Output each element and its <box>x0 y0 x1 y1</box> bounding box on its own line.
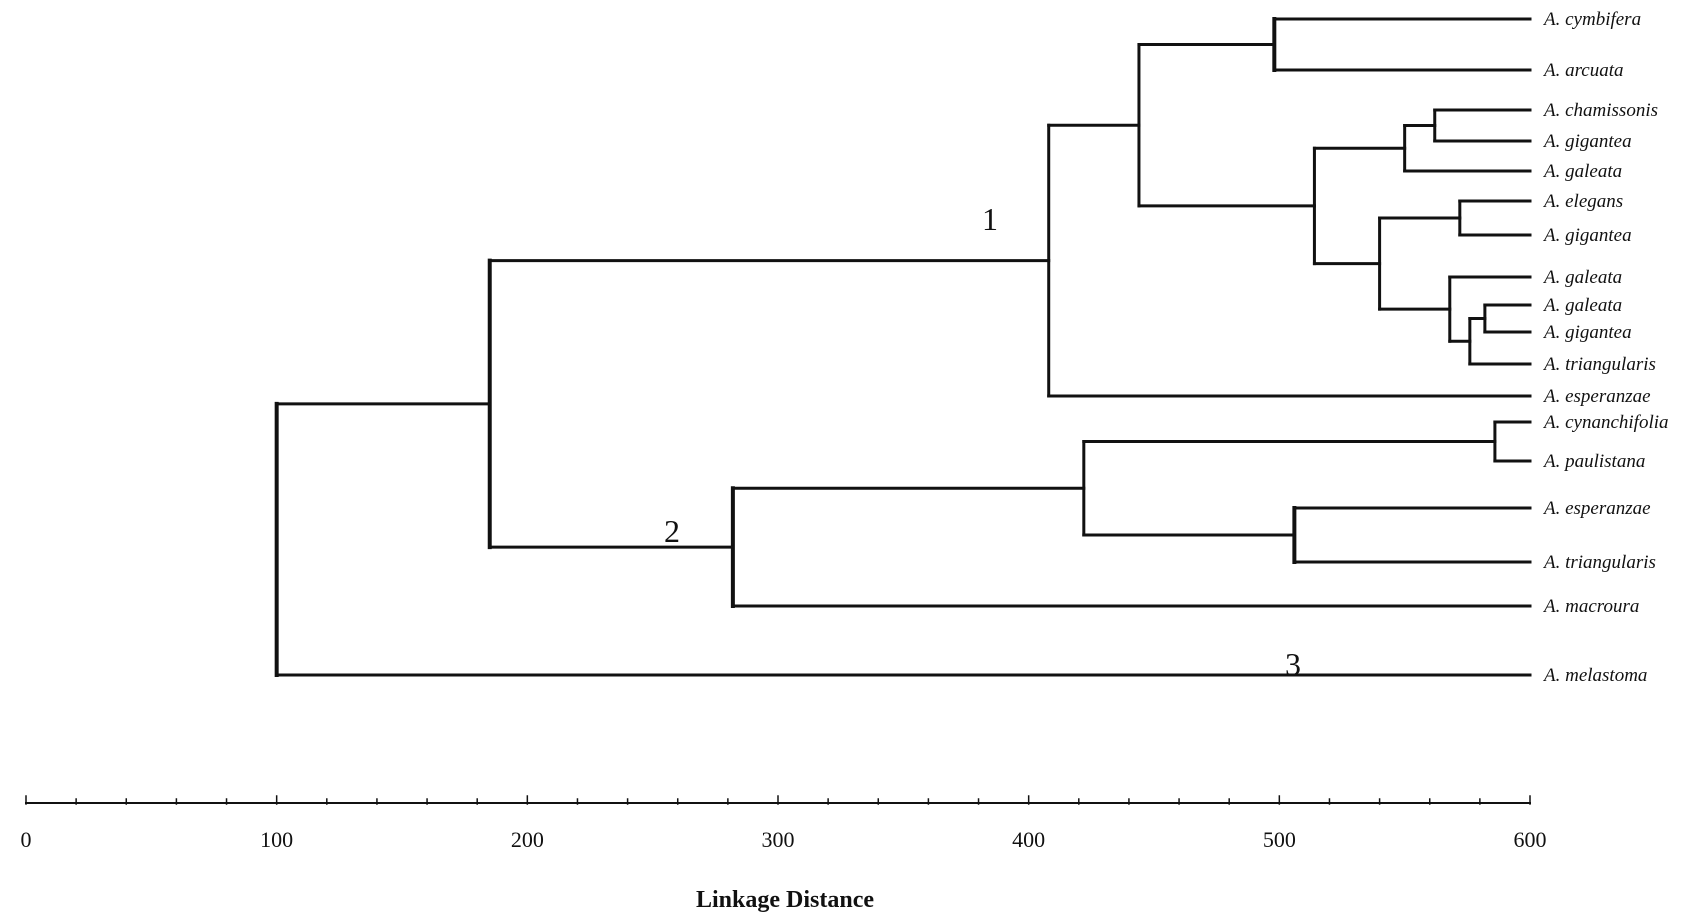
leaf-label: A. cynanchifolia <box>1542 412 1669 433</box>
leaf-label: A. galeata <box>1542 267 1622 288</box>
leaf-label: A. galeata <box>1542 295 1622 316</box>
leaf-label: A. galeata <box>1542 161 1622 182</box>
x-tick-label: 300 <box>762 827 795 852</box>
x-tick-label: 0 <box>21 827 32 852</box>
x-axis-ticks <box>25 795 1531 805</box>
cluster-label-1: 1 <box>982 201 998 237</box>
leaf-label: A. esperanzae <box>1542 498 1651 519</box>
x-tick-label: 600 <box>1514 827 1547 852</box>
leaf-label: A. esperanzae <box>1542 386 1651 407</box>
leaf-label: A. triangularis <box>1542 552 1656 573</box>
leaf-label: A. gigantea <box>1542 131 1632 152</box>
leaf-labels: A. cymbifera A. arcuata A. chamissonis A. g… <box>1542 9 1669 686</box>
cluster-labels: 1 2 3 <box>664 201 1301 682</box>
leaf-label: A. gigantea <box>1542 322 1632 343</box>
leaf-label: A. arcuata <box>1542 60 1624 81</box>
x-axis-tick-labels: 0 100 200 300 400 500 600 <box>21 827 1547 852</box>
leaf-label: A. triangularis <box>1542 354 1656 375</box>
leaf-label: A. gigantea <box>1542 225 1632 246</box>
cluster-label-2: 2 <box>664 513 680 549</box>
x-tick-label: 100 <box>260 827 293 852</box>
x-tick-label: 200 <box>511 827 544 852</box>
leaf-label: A. paulistana <box>1542 451 1645 472</box>
cluster-label-3: 3 <box>1285 646 1301 682</box>
leaf-label: A. cymbifera <box>1542 9 1641 30</box>
leaf-label: A. melastoma <box>1542 665 1647 686</box>
x-tick-label: 500 <box>1263 827 1296 852</box>
leaf-label: A. macroura <box>1542 596 1639 617</box>
dendrogram-branches <box>274 17 1532 677</box>
leaf-label: A. elegans <box>1542 191 1623 212</box>
leaf-label: A. chamissonis <box>1542 100 1658 121</box>
x-axis: 0 100 200 300 400 500 600 <box>21 795 1547 852</box>
x-axis-title: Linkage Distance <box>696 887 874 913</box>
x-tick-label: 400 <box>1012 827 1045 852</box>
